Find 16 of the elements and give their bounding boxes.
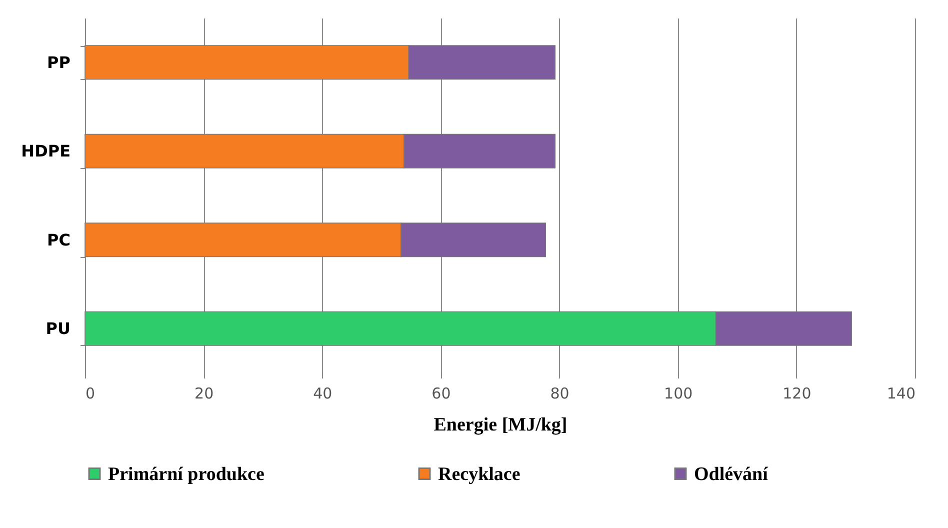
y-tick-label: PU xyxy=(46,319,70,338)
x-tick-label: 60 xyxy=(432,384,451,402)
x-tick-label: 140 xyxy=(886,384,916,402)
x-axis-title: Energie [MJ/kg] xyxy=(434,414,568,436)
y-tick-label: HDPE xyxy=(21,142,70,161)
legend-label: Recyklace xyxy=(438,464,520,485)
x-tick-label: 40 xyxy=(313,384,332,402)
y-tick-label: PP xyxy=(47,52,71,72)
x-tick-label: 80 xyxy=(550,384,570,402)
y-tick-label: PC xyxy=(47,230,70,250)
x-tick-label: 20 xyxy=(194,384,214,402)
x-tick-label: 120 xyxy=(782,384,812,402)
x-tick-label: 0 xyxy=(86,384,96,402)
legend-label: Odlévání xyxy=(694,464,769,485)
x-tick-label: 100 xyxy=(664,384,693,402)
legend-label: Primární produkce xyxy=(108,464,264,485)
